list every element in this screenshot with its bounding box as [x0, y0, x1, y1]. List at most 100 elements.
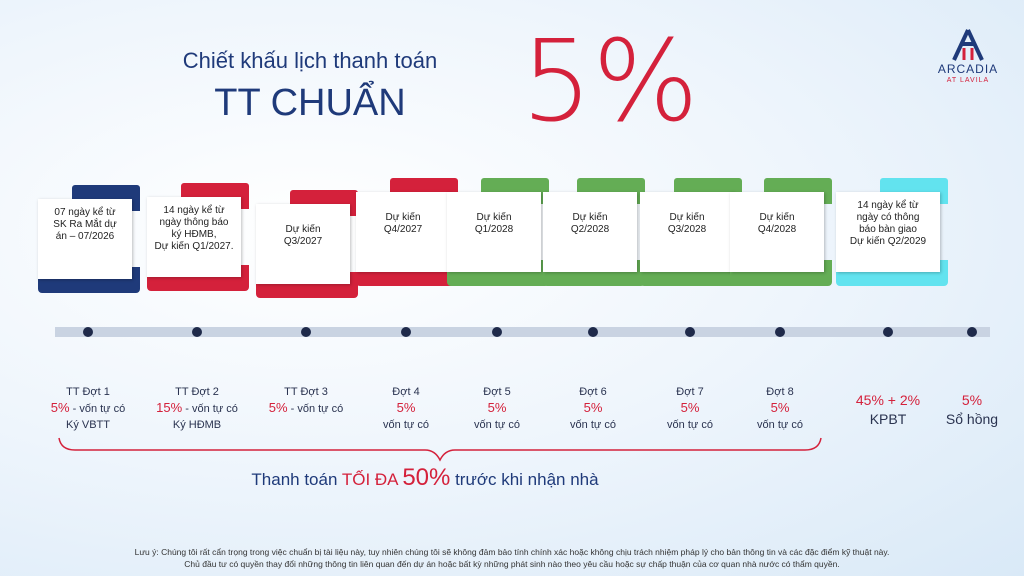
card-line: Dự kiến — [669, 212, 705, 223]
card-body: 07 ngày kể từ SK Ra Mắt dự án – 07/2026 — [38, 199, 132, 279]
card-body: 14 ngày kể từ ngày thông báo ký HĐMB, Dự ki… — [147, 197, 241, 277]
card-line: 14 ngày kể từ — [857, 200, 919, 211]
card-body: Dự kiến Q4/2028 — [730, 192, 824, 272]
step-card: 07 ngày kể từ SK Ra Mắt dự án – 07/2026 — [38, 185, 140, 293]
step-pct: 15% — [156, 400, 183, 415]
footnote: Lưu ý: Chúng tôi rất cẩn trọng trong việ… — [0, 546, 1024, 570]
step-card: Dự kiến Q3/2027 — [256, 190, 358, 298]
card-line: Q4/2027 — [383, 224, 423, 235]
step-pct: 5% — [961, 392, 983, 408]
timeline-dot — [192, 327, 202, 337]
step-amount: 5% — [720, 400, 840, 417]
logo-tagline: AT LAVILA — [946, 77, 990, 84]
timeline-dot — [967, 327, 977, 337]
step-label: TT Đợt 2 15% - vốn tự có Ký HĐMB — [137, 384, 257, 433]
step-amount: 5% — [630, 400, 750, 417]
card-line: Dự kiến — [285, 224, 321, 235]
step-pct: 5% — [50, 400, 70, 415]
step-note: - vốn tự có — [287, 403, 344, 415]
title: TT CHUẨN — [214, 82, 406, 124]
card-body: Dự kiến Q2/2028 — [543, 192, 637, 272]
timeline — [55, 327, 990, 337]
card-line: Dự kiến — [385, 212, 421, 223]
card-body: Dự kiến Q3/2027 — [256, 204, 350, 284]
card-line: Dự kiến — [572, 212, 608, 223]
step-name: Đợt 8 — [766, 386, 794, 398]
step-sub: Sổ hồng — [945, 411, 999, 427]
card-line: Dự kiến Q1/2027. — [154, 241, 234, 252]
card-line: Q1/2028 — [474, 224, 514, 235]
step-card: 14 ngày kể từ ngày thông báo ký HĐMB, Dự ki… — [147, 183, 249, 291]
card-body: Dự kiến Q1/2028 — [447, 192, 541, 272]
card-line: 14 ngày kể từ — [163, 205, 225, 216]
step-label: 5% Sổ hồng — [912, 392, 1024, 430]
step-amount: 15% - vốn tự có — [137, 400, 257, 417]
step-amount: 45% + 2% — [828, 392, 948, 408]
step-amount: 5% — [437, 400, 557, 417]
step-amount: 5% — [346, 400, 466, 417]
summary-emphasis: TỐI ĐA — [341, 470, 403, 489]
step-name: TT Đợt 1 — [66, 386, 110, 398]
step-pct: 5% — [680, 400, 700, 415]
card-body: 14 ngày kể từ ngày có thông báo bàn giao Dự… — [836, 192, 940, 272]
step-name: Đợt 4 — [392, 386, 420, 398]
card-line: báo bàn giao — [859, 224, 917, 235]
step-amount: 5% — [912, 392, 1024, 408]
step-pct: 5% — [770, 400, 790, 415]
step-label: Đợt 8 5% vốn tự có — [720, 384, 840, 433]
step-note: - vốn tự có — [69, 403, 126, 415]
step-label: Đợt 4 5% vốn tự có — [346, 384, 466, 433]
logo-name: ARCADIA — [937, 62, 999, 76]
card-line: Q4/2028 — [757, 224, 797, 235]
step-card: Dự kiến Q4/2027 — [356, 178, 458, 286]
step-name: TT Đợt 3 — [284, 386, 328, 398]
step-sub: vốn tự có — [570, 419, 616, 431]
card-line: 07 ngày kể từ — [54, 207, 116, 218]
timeline-dot — [301, 327, 311, 337]
card-line: ngày thông báo — [159, 217, 229, 228]
timeline-dot — [492, 327, 502, 337]
step-name: Đợt 7 — [676, 386, 704, 398]
card-body: Dự kiến Q4/2027 — [356, 192, 450, 272]
card-line: Dự kiến — [759, 212, 795, 223]
step-card: 14 ngày kể từ ngày có thông báo bàn giao Dự… — [836, 178, 948, 286]
step-label: Đợt 6 5% vốn tự có — [533, 384, 653, 433]
step-sub: vốn tự có — [383, 419, 429, 431]
step-name: Đợt 5 — [483, 386, 511, 398]
summary-suffix: trước khi nhận nhà — [450, 470, 599, 489]
card-line: SK Ra Mắt dự — [53, 219, 117, 230]
step-pct: 5% — [396, 400, 416, 415]
step-note: - vốn tự có — [182, 403, 238, 415]
step-label: TT Đợt 1 5% - vốn tự có Ký VBTT — [28, 384, 148, 433]
step-card: Dự kiến Q3/2028 — [640, 178, 742, 286]
footnote-line: Lưu ý: Chúng tôi rất cẩn trọng trong việ… — [134, 547, 890, 557]
step-amount: 5% - vốn tự có — [28, 400, 148, 417]
card-line: Q2/2028 — [570, 224, 610, 235]
card-line: ngày có thông — [856, 212, 920, 223]
step-sub: vốn tự có — [667, 419, 713, 431]
card-line: án – 07/2026 — [55, 231, 115, 242]
brace — [58, 437, 822, 462]
step-sub: vốn tự có — [757, 419, 803, 431]
summary: Thanh toán TỐI ĐA 50% trước khi nhận nhà — [120, 464, 730, 492]
step-sub: vốn tự có — [474, 419, 520, 431]
card-line: Dự kiến Q2/2029 — [849, 236, 927, 247]
logo-icon — [952, 29, 984, 61]
card-body: Dự kiến Q3/2028 — [640, 192, 734, 272]
step-pct: 5% — [487, 400, 507, 415]
step-sub: KPBT — [869, 411, 907, 427]
step-pct: 5% — [583, 400, 603, 415]
summary-amount: 50% — [402, 464, 451, 491]
step-card: Dự kiến Q4/2028 — [730, 178, 832, 286]
card-line: Dự kiến — [476, 212, 512, 223]
step-label: TT Đợt 3 5% - vốn tự có — [246, 384, 366, 417]
subtitle: Chiết khấu lịch thanh toán — [182, 48, 438, 73]
timeline-dot — [775, 327, 785, 337]
timeline-dot — [588, 327, 598, 337]
step-sub: Ký VBTT — [65, 419, 110, 431]
step-name: Đợt 6 — [579, 386, 607, 398]
step-label: Đợt 7 5% vốn tự có — [630, 384, 750, 433]
step-card: Dự kiến Q2/2028 — [543, 178, 645, 286]
summary-prefix: Thanh toán — [251, 470, 342, 489]
